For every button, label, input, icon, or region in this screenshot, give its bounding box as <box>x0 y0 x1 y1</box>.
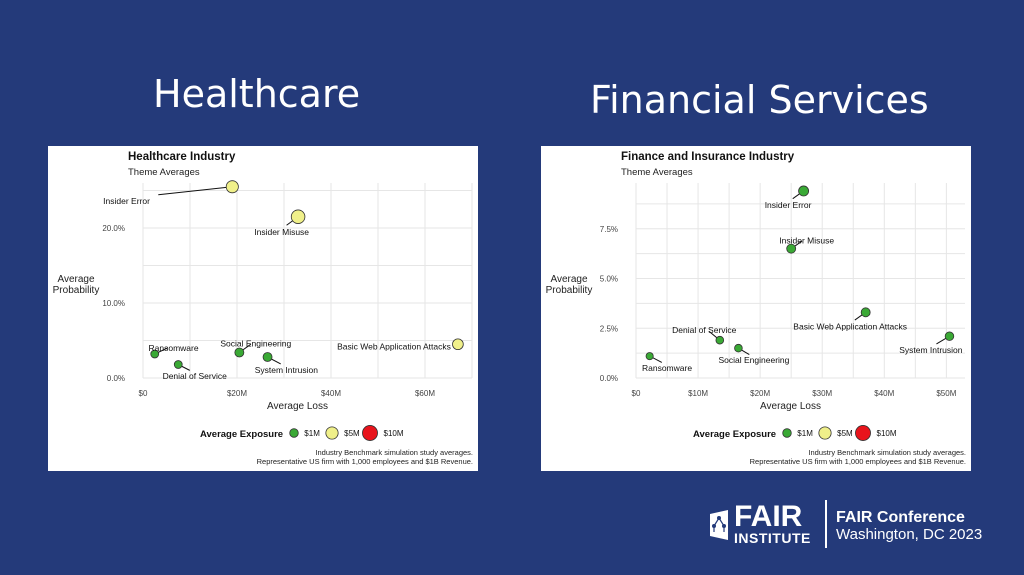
point-label: Insider Misuse <box>779 236 834 246</box>
point-label: Insider Error <box>765 200 812 210</box>
data-point <box>290 209 306 224</box>
data-point <box>715 335 725 345</box>
legend-swatch <box>818 426 832 440</box>
point-label: System Intrusion <box>899 345 963 355</box>
x-tick-label: $10M <box>688 389 708 398</box>
finance-chart-panel: Finance and Insurance Industry Theme Aver… <box>541 146 971 471</box>
financial-services-heading: Financial Services <box>590 78 929 122</box>
legend-title: Average Exposure <box>200 429 283 440</box>
y-axis-label: Probability <box>546 285 593 296</box>
chart-subtitle: Theme Averages <box>128 167 200 178</box>
y-tick-label: 10.0% <box>102 299 125 308</box>
data-point <box>645 352 654 361</box>
x-tick-label: $20M <box>227 389 247 398</box>
chart-subtitle: Theme Averages <box>621 167 693 178</box>
legend-label: $10M <box>384 429 404 438</box>
logo-institute-word: INSTITUTE <box>734 530 811 546</box>
y-axis-label: Average <box>57 274 95 285</box>
point-label: Social Engineering <box>220 339 291 349</box>
legend-label: $5M <box>344 429 360 438</box>
healthcare-chart: Healthcare Industry Theme Averages $0 $20M $… <box>53 151 473 466</box>
y-axis-label: Average <box>550 274 588 285</box>
data-point <box>225 180 239 194</box>
point-label: System Intrusion <box>255 365 319 375</box>
y-tick-label: 20.0% <box>102 224 125 233</box>
data-point <box>786 243 797 254</box>
data-point <box>798 185 810 197</box>
legend-swatch <box>362 425 378 441</box>
point-label: Ransomware <box>642 363 692 373</box>
conference-location: Washington, DC 2023 <box>836 526 983 543</box>
logo-divider <box>825 500 827 548</box>
y-tick-label: 2.5% <box>600 324 618 333</box>
x-tick-label: $50M <box>936 389 956 398</box>
leader-line <box>158 186 233 196</box>
fair-network-icon <box>710 510 728 540</box>
point-label: Basic Web Application Attacks <box>337 342 451 352</box>
healthcare-heading: Healthcare <box>153 72 361 116</box>
chart-caption: Industry Benchmark simulation study aver… <box>315 448 473 457</box>
x-tick-label: $20M <box>750 389 770 398</box>
chart-caption: Representative US firm with 1,000 employ… <box>257 457 473 466</box>
data-point <box>234 347 245 358</box>
data-point <box>734 343 743 353</box>
x-tick-label: $30M <box>812 389 832 398</box>
finance-chart: Finance and Insurance Industry Theme Aver… <box>546 151 966 466</box>
point-label: Ransomware <box>149 343 199 353</box>
legend-swatch <box>289 428 299 438</box>
x-tick-label: $60M <box>415 389 435 398</box>
y-tick-label: 5.0% <box>600 275 618 284</box>
legend-label: $5M <box>837 429 853 438</box>
y-tick-label: 0.0% <box>600 374 618 383</box>
x-tick-label: $40M <box>874 389 894 398</box>
fair-logo: FAIR INSTITUTE FAIR Conference Washingto… <box>708 500 1008 550</box>
legend-swatch <box>855 425 871 441</box>
chart-caption: Representative US firm with 1,000 employ… <box>750 457 966 466</box>
chart-caption: Industry Benchmark simulation study aver… <box>808 448 966 457</box>
x-tick-label: $0 <box>632 389 641 398</box>
healthcare-chart-panel: Healthcare Industry Theme Averages $0 $20M $… <box>48 146 478 471</box>
data-point <box>452 338 464 351</box>
point-label: Basic Web Application Attacks <box>793 321 907 331</box>
x-axis-label: Average Loss <box>267 401 328 412</box>
point-label: Denial of Service <box>163 371 228 381</box>
data-point <box>262 352 273 362</box>
legend-swatch <box>325 426 339 440</box>
data-point <box>150 349 160 359</box>
chart-title: Healthcare Industry <box>128 151 236 163</box>
point-label: Social Engineering <box>718 355 789 365</box>
legend-label: $1M <box>797 429 813 438</box>
y-axis-label: Probability <box>53 285 100 296</box>
legend-swatch <box>782 428 792 438</box>
x-tick-label: $0 <box>139 389 148 398</box>
x-tick-label: $40M <box>321 389 341 398</box>
y-tick-label: 0.0% <box>107 374 125 383</box>
point-label: Denial of Service <box>672 325 737 335</box>
conference-name: FAIR Conference <box>836 509 965 526</box>
data-point <box>944 331 955 341</box>
x-axis-label: Average Loss <box>760 401 821 412</box>
point-label: Insider Error <box>103 196 150 206</box>
chart-title: Finance and Insurance Industry <box>621 151 795 163</box>
logo-fair-word: FAIR <box>734 500 803 533</box>
legend-label: $10M <box>877 429 897 438</box>
legend-title: Average Exposure <box>693 429 776 440</box>
y-tick-label: 7.5% <box>600 225 618 234</box>
legend-label: $1M <box>304 429 320 438</box>
data-point <box>173 360 183 369</box>
data-point <box>860 307 871 318</box>
point-label: Insider Misuse <box>254 227 309 237</box>
